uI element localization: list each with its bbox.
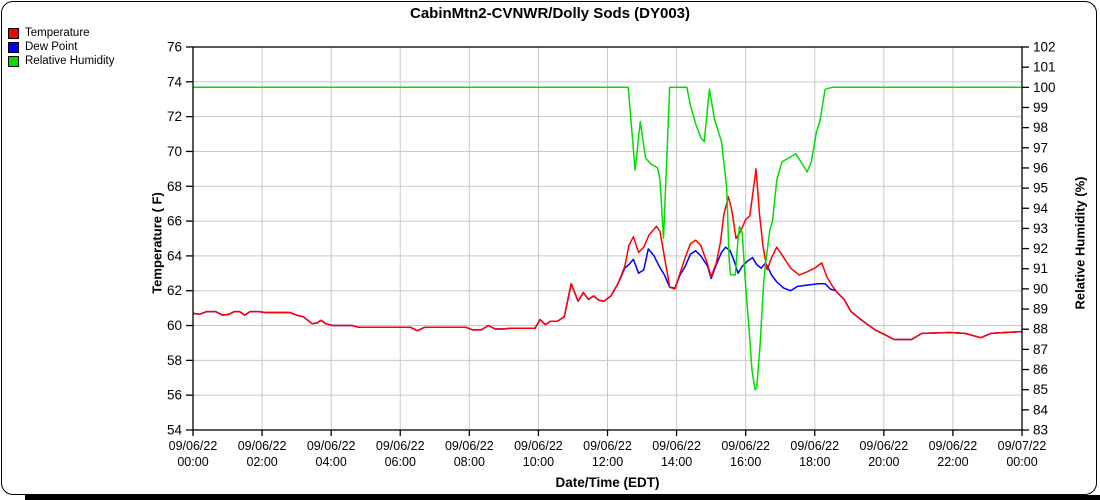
legend-label-dew-point: Dew Point bbox=[25, 41, 78, 53]
x-tick-time-label: 18:00 bbox=[799, 455, 830, 469]
y-right-tick-label: 102 bbox=[1033, 40, 1056, 55]
x-tick-time-label: 10:00 bbox=[523, 455, 554, 469]
y-right-tick-label: 95 bbox=[1033, 181, 1048, 196]
x-tick-date-label: 09/06/22 bbox=[445, 439, 494, 453]
y-right-tick-label: 94 bbox=[1033, 201, 1049, 216]
y-left-tick-label: 70 bbox=[167, 144, 182, 159]
x-tick-time-label: 16:00 bbox=[730, 455, 761, 469]
x-tick-time-label: 04:00 bbox=[316, 455, 347, 469]
x-tick-time-label: 14:00 bbox=[661, 455, 692, 469]
y-right-tick-label: 88 bbox=[1033, 322, 1048, 337]
bottom-edge-bar bbox=[25, 495, 1100, 500]
dew-point-swatch-icon bbox=[8, 41, 19, 53]
y-right-tick-label: 96 bbox=[1033, 160, 1048, 175]
chart-title: CabinMtn2-CVNWR/Dolly Sods (DY003) bbox=[409, 5, 691, 22]
y-right-tick-label: 83 bbox=[1033, 423, 1048, 438]
y-left-tick-label: 58 bbox=[167, 353, 182, 368]
legend-label-relative-humidity: Relative Humidity bbox=[25, 55, 115, 67]
x-tick-time-label: 02:00 bbox=[246, 455, 277, 469]
y-right-tick-label: 84 bbox=[1033, 402, 1049, 417]
y-left-tick-label: 56 bbox=[167, 388, 182, 403]
y-left-tick-label: 72 bbox=[167, 109, 182, 124]
legend-item-relative-humidity: Relative Humidity bbox=[8, 54, 114, 68]
y-right-tick-label: 91 bbox=[1033, 261, 1048, 276]
x-tick-date-label: 09/06/22 bbox=[169, 439, 218, 453]
x-tick-time-label: 00:00 bbox=[177, 455, 208, 469]
x-axis-title: Date/Time (EDT) bbox=[555, 475, 659, 490]
x-tick-date-label: 09/06/22 bbox=[929, 439, 978, 453]
x-tick-date-label: 09/06/22 bbox=[514, 439, 563, 453]
y-left-tick-label: 62 bbox=[167, 283, 182, 298]
y-left-tick-label: 74 bbox=[167, 74, 183, 89]
legend-item-temperature: Temperature bbox=[8, 26, 114, 40]
x-tick-date-label: 09/07/22 bbox=[998, 439, 1047, 453]
y-right-tick-label: 99 bbox=[1033, 100, 1048, 115]
legend-label-temperature: Temperature bbox=[25, 27, 90, 39]
x-tick-date-label: 09/06/22 bbox=[307, 439, 356, 453]
temperature-swatch-icon bbox=[8, 27, 19, 39]
y-right-tick-label: 85 bbox=[1033, 382, 1048, 397]
y-left-tick-label: 60 bbox=[167, 318, 182, 333]
y-right-tick-label: 97 bbox=[1033, 140, 1048, 155]
y-right-tick-label: 101 bbox=[1033, 60, 1056, 75]
y-right-tick-label: 89 bbox=[1033, 302, 1048, 317]
y-right-tick-label: 98 bbox=[1033, 120, 1048, 135]
y-left-tick-label: 64 bbox=[167, 248, 183, 263]
x-tick-time-label: 06:00 bbox=[385, 455, 416, 469]
x-tick-date-label: 09/06/22 bbox=[376, 439, 425, 453]
y-right-tick-label: 100 bbox=[1033, 80, 1056, 95]
x-tick-date-label: 09/06/22 bbox=[721, 439, 770, 453]
relative-humidity-swatch-icon bbox=[8, 55, 19, 67]
series-line-temperature bbox=[192, 168, 1023, 341]
y-left-tick-label: 66 bbox=[167, 214, 182, 229]
x-tick-date-label: 09/06/22 bbox=[790, 439, 839, 453]
x-tick-time-label: 22:00 bbox=[937, 455, 968, 469]
legend: Temperature Dew Point Relative Humidity bbox=[8, 26, 114, 68]
x-tick-time-label: 12:00 bbox=[592, 455, 623, 469]
x-tick-time-label: 20:00 bbox=[868, 455, 899, 469]
y-left-tick-label: 54 bbox=[167, 423, 183, 438]
y-right-tick-label: 87 bbox=[1033, 342, 1048, 357]
x-tick-date-label: 09/06/22 bbox=[859, 439, 908, 453]
y-right-tick-label: 86 bbox=[1033, 362, 1048, 377]
x-tick-time-label: 00:00 bbox=[1006, 455, 1037, 469]
x-tick-date-label: 09/06/22 bbox=[652, 439, 701, 453]
x-tick-date-label: 09/06/22 bbox=[238, 439, 287, 453]
y-right-tick-label: 93 bbox=[1033, 221, 1048, 236]
x-tick-time-label: 08:00 bbox=[454, 455, 485, 469]
x-tick-date-label: 09/06/22 bbox=[583, 439, 632, 453]
y-right-tick-label: 92 bbox=[1033, 241, 1048, 256]
y-left-tick-label: 76 bbox=[167, 40, 182, 55]
series-line-relative-humidity bbox=[193, 86, 1022, 391]
y-left-tick-label: 68 bbox=[167, 179, 182, 194]
legend-item-dew-point: Dew Point bbox=[8, 40, 114, 54]
y-right-tick-label: 90 bbox=[1033, 281, 1048, 296]
